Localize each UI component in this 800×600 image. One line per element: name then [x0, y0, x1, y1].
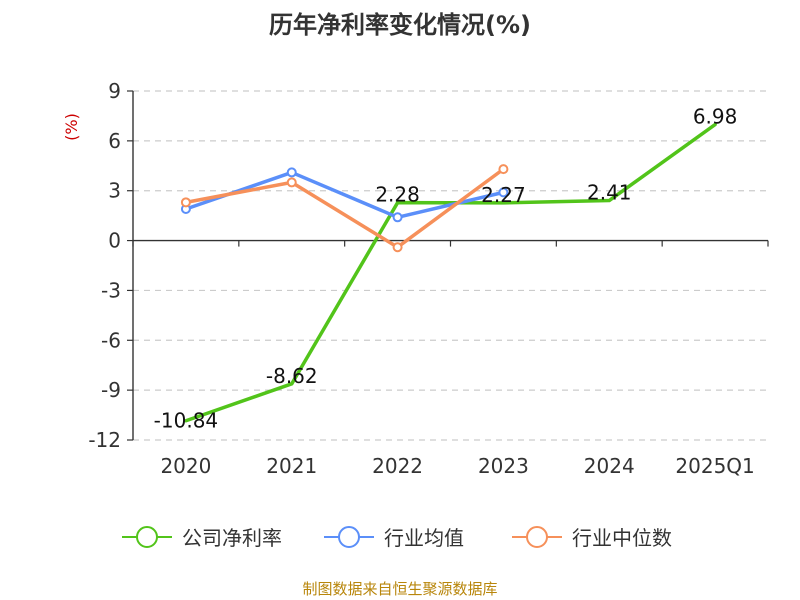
data-label: 6.98 — [693, 105, 738, 129]
data-point — [498, 164, 509, 175]
legend-marker — [338, 526, 360, 548]
x-tick-label: 2025Q1 — [675, 454, 754, 478]
data-label: -10.84 — [154, 409, 218, 433]
legend-label: 行业中位数 — [572, 526, 672, 550]
data-point — [392, 212, 403, 223]
y-tick-label: -12 — [88, 428, 121, 452]
y-tick-label: 6 — [108, 129, 121, 153]
data-labels: -10.84 -8.62 2.28 2.27 2.41 6.98 — [154, 105, 738, 433]
data-point — [286, 177, 297, 188]
series-line-0 — [184, 122, 717, 423]
data-label: 2.27 — [481, 183, 526, 207]
legend-item: 行业均值 — [324, 526, 464, 550]
grid-lines — [133, 90, 768, 441]
y-tick-label: -9 — [101, 378, 121, 402]
legend-label: 行业均值 — [384, 526, 464, 550]
legend-marker — [136, 526, 158, 548]
series-lines — [180, 122, 717, 423]
source-note: 制图数据来自恒生聚源数据库 — [302, 580, 497, 598]
legend-item: 公司净利率 — [122, 526, 282, 550]
x-tick-label: 2023 — [478, 454, 529, 478]
series-line-2 — [184, 167, 506, 249]
y-tick-label: 0 — [108, 229, 121, 253]
x-tick-label: 2020 — [160, 454, 211, 478]
data-point — [286, 167, 297, 178]
y-tick-label: -6 — [101, 328, 121, 352]
data-label: -8.62 — [266, 364, 318, 388]
data-point — [392, 242, 403, 253]
y-tick-label: 3 — [108, 179, 121, 203]
legend-marker — [526, 526, 548, 548]
data-label: 2.28 — [375, 183, 420, 207]
legend-item: 行业中位数 — [512, 526, 672, 550]
chart-title: 历年净利率变化情况(%) — [269, 11, 531, 39]
y-axis-label: (%) — [62, 113, 81, 141]
data-label: 2.41 — [587, 181, 632, 205]
legend-label: 公司净利率 — [182, 526, 282, 550]
data-point — [498, 187, 509, 198]
legend: 公司净利率 行业均值 行业中位数 — [122, 526, 672, 550]
y-tick-label: 9 — [108, 79, 121, 103]
data-point — [180, 197, 191, 208]
axes: 9 6 3 0 -3 -6 -9 -12 2020 2021 2022 2023 2024 2025Q1 — [88, 79, 769, 478]
x-tick-label: 2024 — [584, 454, 635, 478]
y-tick-label: -3 — [101, 278, 121, 302]
x-tick-label: 2021 — [266, 454, 317, 478]
x-tick-label: 2022 — [372, 454, 423, 478]
